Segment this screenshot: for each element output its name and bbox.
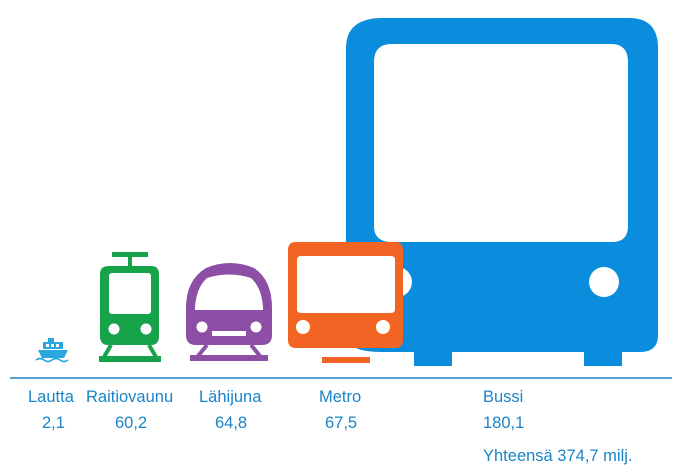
category-label-lahijuna: Lähijuna [199,388,262,406]
tram-icon [99,252,161,362]
category-label-raitiovaunu: Raitiovaunu [86,388,174,406]
value-label-lahijuna: 64,8 [215,414,248,432]
value-label-raitiovaunu: 60,2 [115,414,148,432]
value-label-lautta: 2,1 [42,414,65,432]
total-label: Yhteensä 374,7 milj. [483,447,633,465]
train-icon [186,263,272,361]
category-label-lautta: Lautta [28,388,74,406]
value-label-metro: 67,5 [325,414,358,432]
metro-icon [288,242,403,363]
category-label-metro: Metro [319,388,362,406]
value-label-bussi: 180,1 [483,414,525,432]
category-label-bussi: Bussi [483,388,524,406]
ferry-icon [35,338,69,363]
bus-icon [346,18,658,366]
